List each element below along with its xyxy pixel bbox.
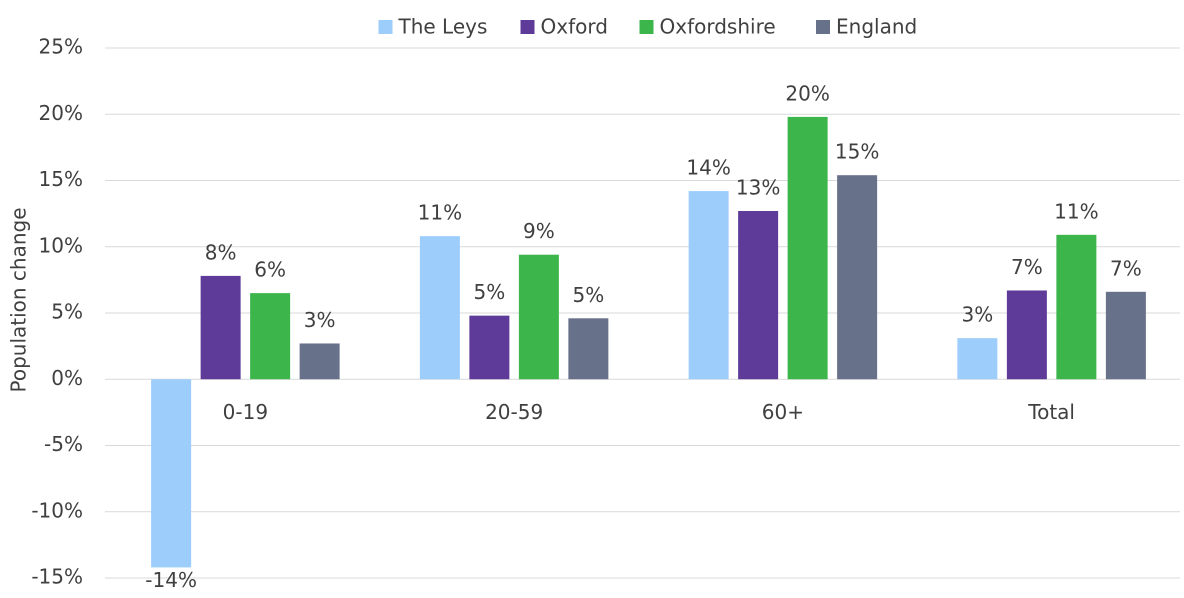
legend-label: England <box>836 15 917 39</box>
legend-swatch <box>639 20 654 34</box>
bar <box>518 254 559 380</box>
value-label: 7% <box>1110 256 1142 280</box>
value-label: 5% <box>573 283 605 307</box>
bar <box>151 379 192 568</box>
bar <box>957 338 998 380</box>
value-label: 11% <box>1054 199 1098 223</box>
y-tick-label: 20% <box>39 101 83 125</box>
bar <box>1105 291 1146 380</box>
value-label: 3% <box>304 308 336 332</box>
bar <box>738 210 779 380</box>
value-label: 14% <box>686 156 730 180</box>
x-tick-label: 0-19 <box>223 400 268 424</box>
value-label: -14% <box>145 568 197 592</box>
value-label: 6% <box>254 258 286 282</box>
bar <box>787 116 828 380</box>
legend-label: Oxfordshire <box>660 15 776 39</box>
bar <box>1056 234 1097 380</box>
y-tick-label: -15% <box>31 565 83 589</box>
value-label: 8% <box>205 240 237 264</box>
y-tick-label: 10% <box>39 233 83 257</box>
bar <box>469 315 510 380</box>
value-label: 13% <box>736 175 780 199</box>
y-axis-title: Population change <box>7 207 31 392</box>
y-tick-label: -10% <box>31 498 83 522</box>
value-label: 15% <box>835 140 879 164</box>
legend-swatch <box>520 20 535 34</box>
value-label: 5% <box>474 280 506 304</box>
bar <box>688 191 729 380</box>
x-tick-label: Total <box>1027 400 1075 424</box>
legend-swatch <box>816 20 830 34</box>
value-label: 11% <box>418 201 462 225</box>
bar <box>299 343 340 380</box>
value-label: 7% <box>1011 255 1043 279</box>
y-tick-label: 0% <box>51 366 83 390</box>
bar <box>419 236 460 380</box>
value-label: 3% <box>962 303 994 327</box>
legend-label: Oxford <box>541 15 608 39</box>
bar <box>200 275 241 380</box>
legend-label: The Leys <box>398 15 488 39</box>
y-tick-label: 5% <box>51 300 83 324</box>
x-tick-label: 20-59 <box>485 400 543 424</box>
value-label: 9% <box>523 219 555 243</box>
bar <box>250 293 291 380</box>
bar <box>837 175 878 380</box>
value-label: 20% <box>785 81 829 105</box>
legend-swatch <box>378 20 393 34</box>
y-tick-label: 25% <box>39 35 83 59</box>
y-tick-label: -5% <box>44 432 83 456</box>
x-tick-label: 60+ <box>762 400 804 424</box>
bar <box>1006 290 1047 380</box>
y-tick-label: 15% <box>39 167 83 191</box>
bar <box>568 318 609 380</box>
